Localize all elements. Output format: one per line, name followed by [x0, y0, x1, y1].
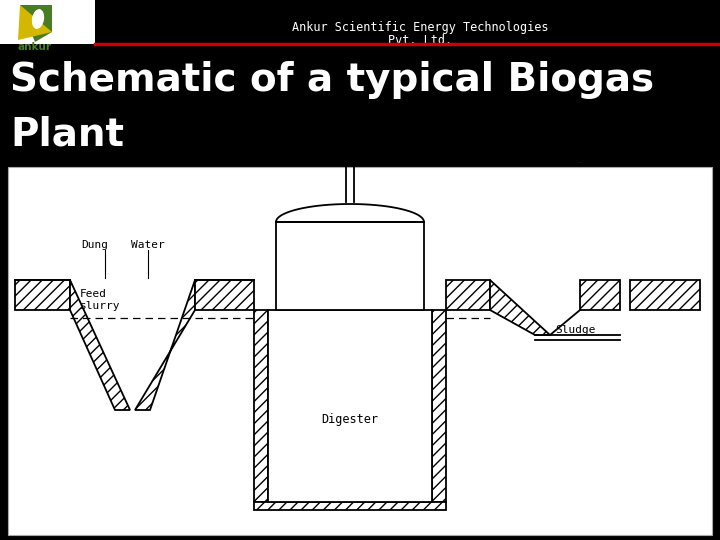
Polygon shape [630, 280, 700, 310]
Text: Gas-holder:
(CH₄ + CO₂ + ...): Gas-holder: (CH₄ + CO₂ + ...) [292, 245, 408, 267]
Polygon shape [490, 280, 550, 335]
Text: Schematic of a typical Biogas: Schematic of a typical Biogas [10, 61, 654, 99]
Text: Water: Water [131, 240, 165, 250]
Text: Digester: Digester [322, 414, 379, 427]
Polygon shape [18, 5, 52, 40]
Circle shape [565, 133, 595, 163]
Polygon shape [15, 280, 70, 310]
Text: Plant: Plant [10, 115, 124, 153]
Polygon shape [135, 280, 195, 410]
Polygon shape [195, 280, 254, 310]
Bar [0, 0, 95, 44]
Bar [276, 222, 424, 310]
Text: Sludge: Sludge [555, 325, 595, 335]
Text: Gas:
to combustion
or other uses: Gas: to combustion or other uses [620, 134, 696, 167]
Text: ankur: ankur [18, 42, 52, 52]
Text: Ankur Scientific Energy Technologies: Ankur Scientific Energy Technologies [292, 21, 548, 33]
Text: Dung: Dung [81, 240, 109, 250]
Bar [268, 310, 432, 502]
Polygon shape [446, 280, 490, 310]
Polygon shape [432, 310, 446, 502]
Ellipse shape [32, 9, 44, 29]
Polygon shape [254, 502, 446, 510]
Text: Pvt. Ltd.: Pvt. Ltd. [388, 33, 452, 46]
Polygon shape [70, 280, 130, 410]
Polygon shape [20, 5, 52, 42]
Polygon shape [276, 204, 424, 222]
Polygon shape [254, 310, 268, 502]
Polygon shape [580, 280, 620, 310]
Text: Feed
slurry: Feed slurry [80, 289, 120, 311]
